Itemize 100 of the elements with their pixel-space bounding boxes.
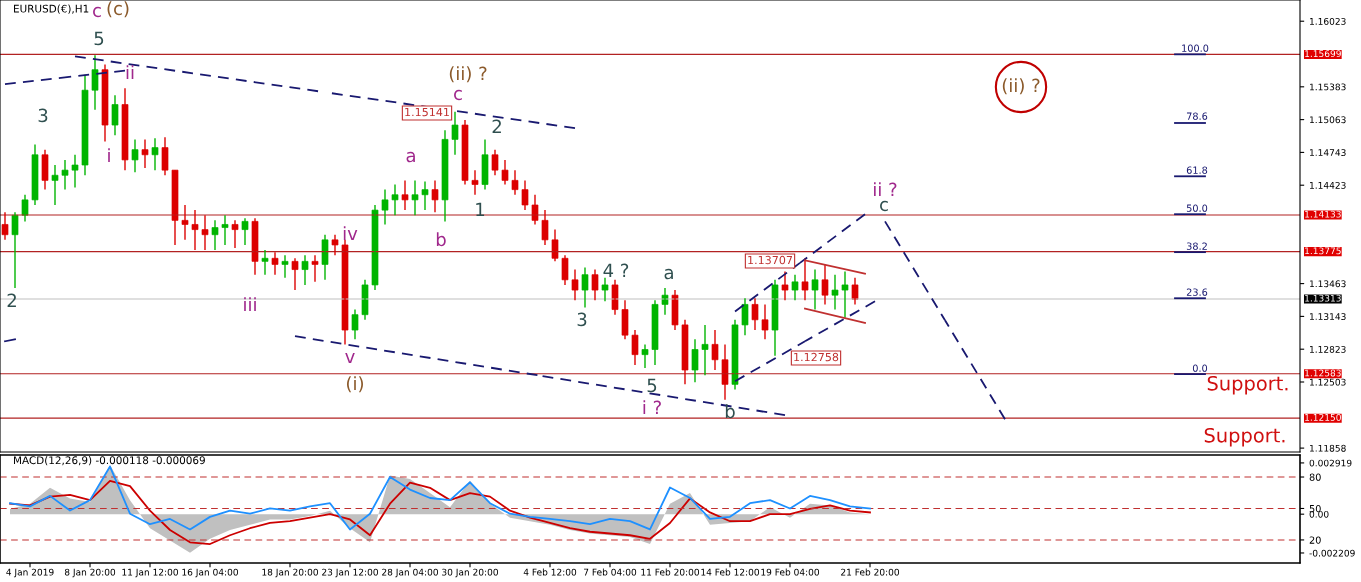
candlestick bbox=[161, 136, 169, 176]
candlestick bbox=[301, 254, 309, 286]
chart-title: MACD(12,26,9) -0.000118 -0.000069 bbox=[14, 456, 205, 466]
candlestick bbox=[71, 154, 79, 189]
ref-line-label: 1.15699 bbox=[1305, 50, 1341, 58]
ref-line-label: 1.12583 bbox=[1305, 369, 1341, 377]
y-tick-label: 1.14743 bbox=[1310, 149, 1346, 156]
candlestick bbox=[651, 299, 659, 366]
candlestick bbox=[281, 254, 289, 279]
candlestick bbox=[191, 209, 199, 251]
annotation: (ii) ? bbox=[449, 66, 487, 83]
candlestick bbox=[431, 179, 439, 213]
candlestick bbox=[41, 148, 49, 191]
candlestick bbox=[391, 183, 399, 216]
candlestick bbox=[741, 297, 749, 336]
annotation: c bbox=[880, 200, 888, 212]
candlestick bbox=[241, 217, 249, 246]
x-tick-label: 4 Jan 2019 bbox=[6, 568, 54, 578]
x-tick-label: 28 Jan 04:00 bbox=[382, 568, 438, 578]
candlestick bbox=[591, 268, 599, 302]
annotation: 1.15141 bbox=[405, 107, 449, 117]
x-tick-label: 16 Jan 04:00 bbox=[182, 568, 238, 578]
candlestick bbox=[271, 251, 279, 276]
y-tick-label: 1.14423 bbox=[1310, 181, 1346, 189]
candlestick bbox=[501, 159, 509, 186]
annotation: 0.0 bbox=[1192, 364, 1208, 372]
x-tick-label: 14 Feb 12:00 bbox=[701, 568, 760, 576]
annotation: iii bbox=[244, 297, 256, 311]
candlestick bbox=[751, 297, 759, 331]
candlestick bbox=[621, 299, 629, 340]
candlestick bbox=[711, 329, 719, 371]
candlestick bbox=[1, 211, 9, 241]
x-tick-label: 23 Jan 12:00 bbox=[322, 568, 378, 578]
y-tick-label: 1.12823 bbox=[1310, 345, 1346, 353]
annotation: 5 bbox=[647, 378, 657, 393]
annotation: 100.0 bbox=[1182, 44, 1209, 52]
candlestick bbox=[151, 137, 159, 171]
candlestick bbox=[401, 179, 409, 211]
annotation: c bbox=[93, 6, 101, 18]
annotation: (ii) ? bbox=[1002, 78, 1040, 95]
candlestick bbox=[441, 129, 449, 223]
candlestick bbox=[51, 164, 59, 206]
annotation: (i) bbox=[347, 376, 363, 393]
candlestick bbox=[811, 268, 819, 311]
annotation: 1 bbox=[476, 202, 485, 216]
annotation: 5 bbox=[94, 31, 104, 46]
x-tick-label: 11 Feb 20:00 bbox=[641, 568, 700, 576]
y2-tick-label: 20 bbox=[1309, 536, 1321, 544]
annotation: 4 ? bbox=[603, 263, 629, 277]
candlestick bbox=[841, 270, 849, 319]
candlestick bbox=[381, 188, 389, 226]
y-tick-label: 0.002919 bbox=[1309, 459, 1352, 467]
candlestick bbox=[471, 169, 479, 196]
annotation: Support. bbox=[1207, 375, 1288, 395]
candlestick bbox=[61, 159, 69, 191]
candlestick bbox=[141, 138, 149, 169]
candlestick bbox=[521, 179, 529, 211]
candlestick bbox=[451, 111, 459, 156]
y2-tick-label: 80 bbox=[1309, 473, 1321, 481]
y-tick-label: 1.15063 bbox=[1310, 116, 1346, 124]
y-tick-label: 1.12503 bbox=[1310, 378, 1346, 386]
annotation: c bbox=[454, 89, 462, 101]
x-tick-label: 11 Jan 12:00 bbox=[122, 568, 178, 578]
candlestick bbox=[691, 338, 699, 383]
candlestick bbox=[701, 324, 709, 376]
candlestick bbox=[261, 249, 269, 276]
y-tick-label: 1.16023 bbox=[1310, 17, 1346, 25]
annotation: 2 bbox=[492, 119, 501, 133]
x-tick-label: 4 Feb 12:00 bbox=[523, 568, 577, 576]
candlestick bbox=[31, 143, 39, 206]
annotation: a bbox=[406, 151, 415, 163]
annotation: ii bbox=[126, 65, 134, 79]
annotation: 1.12758 bbox=[794, 352, 839, 362]
ref-line-label: 1.12150 bbox=[1305, 413, 1341, 421]
candlestick bbox=[121, 87, 129, 171]
annotation: i bbox=[108, 148, 110, 162]
candlestick bbox=[481, 138, 489, 191]
candlestick bbox=[311, 254, 319, 283]
y-tick-label: 1.11858 bbox=[1310, 444, 1346, 452]
annotation: 38.2 bbox=[1186, 242, 1207, 250]
annotation: b bbox=[436, 232, 446, 247]
candlestick bbox=[231, 219, 239, 249]
annotation: 3 bbox=[577, 312, 587, 327]
x-tick-label: 30 Jan 20:00 bbox=[442, 568, 498, 578]
candlestick bbox=[111, 94, 119, 136]
candlestick bbox=[81, 74, 89, 176]
candlestick bbox=[201, 214, 209, 251]
candlestick bbox=[221, 214, 229, 246]
candlestick bbox=[581, 266, 589, 309]
candlestick bbox=[421, 180, 429, 211]
candlestick bbox=[831, 273, 839, 311]
y2-tick-label: 50 bbox=[1309, 504, 1321, 513]
y-tick-label: 1.13143 bbox=[1310, 313, 1346, 320]
candlestick bbox=[821, 263, 829, 306]
annotation: v bbox=[345, 353, 355, 363]
candlestick bbox=[331, 234, 339, 256]
candlestick bbox=[571, 268, 579, 302]
y-tick-label: 1.13463 bbox=[1310, 280, 1346, 288]
annotation: 50.0 bbox=[1186, 204, 1208, 212]
y-tick-label: 0.00 bbox=[1309, 510, 1329, 518]
